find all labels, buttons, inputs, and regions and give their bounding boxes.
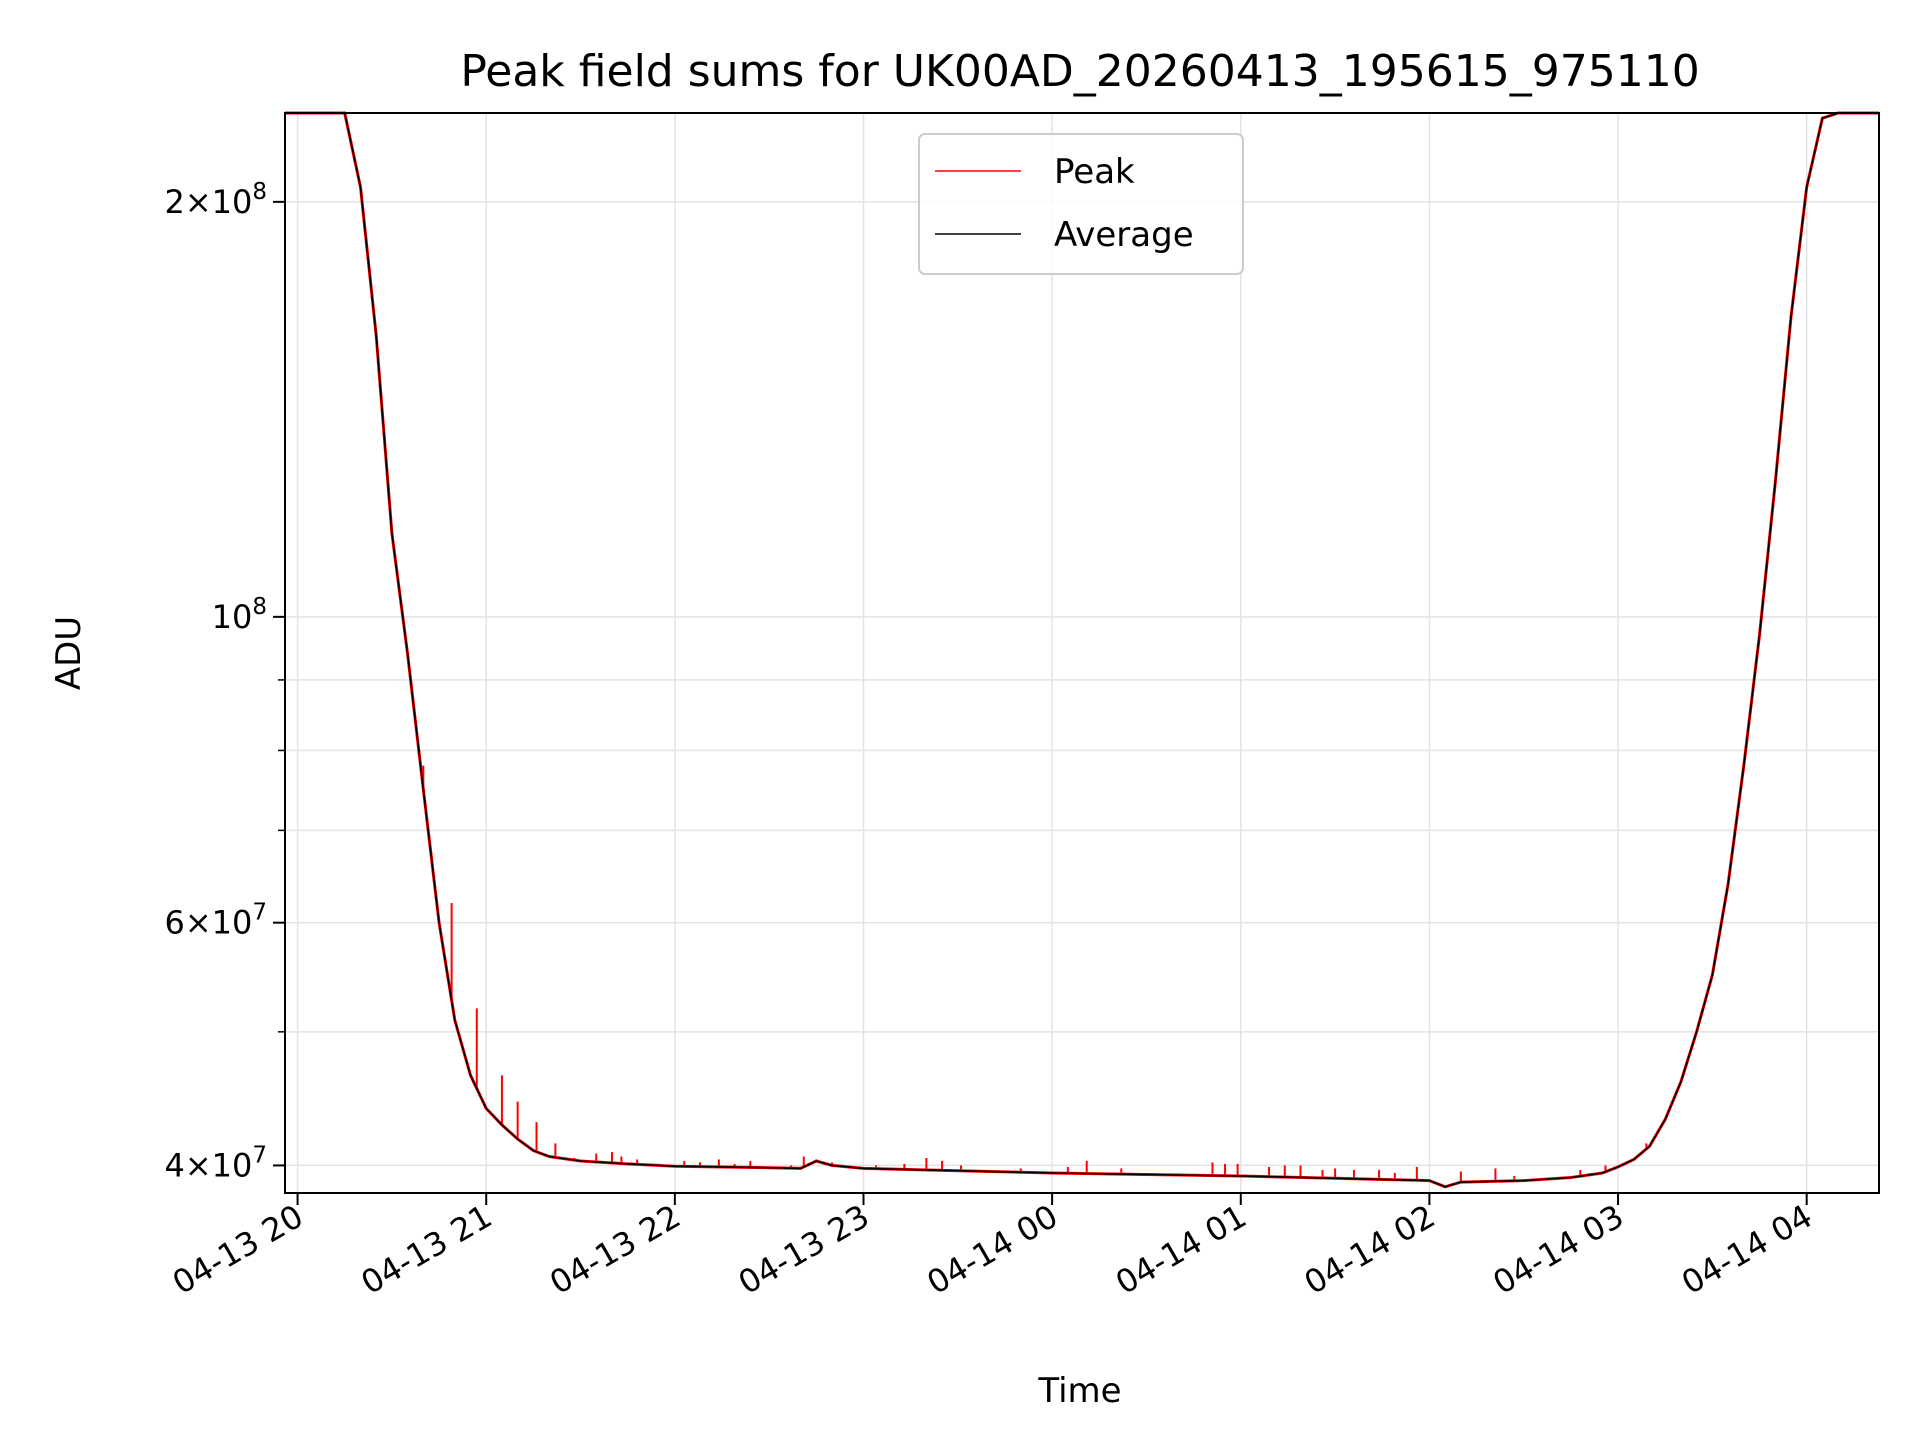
y-tick-label: 4×107 (164, 1142, 267, 1184)
y-tick-label: 108 (212, 594, 267, 636)
plot-frame (284, 112, 1880, 1194)
chart-title: Peak field sums for UK00AD_20260413_1956… (460, 46, 1699, 97)
x-axis-label: Time (1037, 1371, 1121, 1411)
plot-data (285, 111, 1879, 1189)
y-axis-label: ADU (49, 616, 89, 690)
legend-box (918, 133, 1244, 275)
legend-label-peak: Peak (1054, 152, 1135, 192)
y-tick-label: 6×107 (164, 900, 267, 942)
y-tick-label: 2×108 (164, 179, 267, 221)
legend: Peak Average (918, 133, 1244, 275)
grid-lines (285, 113, 1879, 1193)
average-series-line (285, 112, 1879, 1188)
legend-label-average: Average (1054, 215, 1194, 255)
